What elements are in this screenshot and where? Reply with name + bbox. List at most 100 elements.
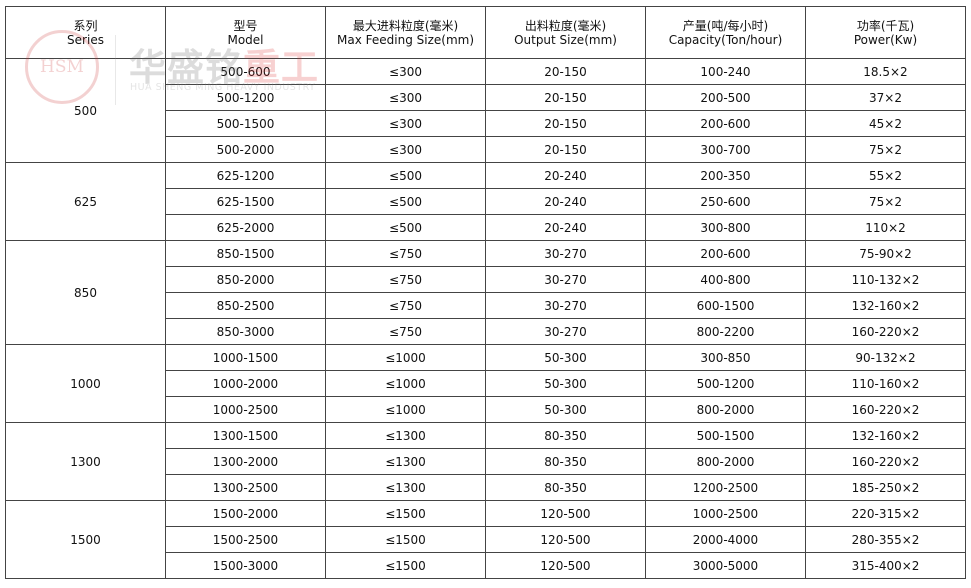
model-cell: 850-2500: [165, 292, 326, 319]
model-cell: 1500-2500: [165, 526, 326, 553]
power-cell: 160-220×2: [805, 396, 966, 423]
power-cell: 90-132×2: [805, 344, 966, 371]
capacity-cell: 1200-2500: [645, 474, 806, 501]
output-size-cell: 20-150: [485, 58, 646, 85]
table-row: 500-2000 ≤300 20-150 300-700 75×2: [6, 136, 966, 163]
header-cn: 产量(吨/每小时): [682, 18, 769, 33]
table-row: 1500-3000 ≤1500 120-500 3000-5000 315-400×2: [6, 552, 966, 579]
capacity-cell: 200-500: [645, 84, 806, 111]
capacity-cell: 400-800: [645, 266, 806, 293]
capacity-cell: 800-2200: [645, 318, 806, 345]
output-size-cell: 50-300: [485, 370, 646, 397]
power-cell: 110-132×2: [805, 266, 966, 293]
model-cell: 1300-1500: [165, 422, 326, 449]
output-size-cell: 20-150: [485, 136, 646, 163]
series-cell: 625: [5, 162, 166, 241]
model-cell: 1000-2500: [165, 396, 326, 423]
max-feeding-size-cell: ≤1500: [325, 526, 486, 553]
model-cell: 500-2000: [165, 136, 326, 163]
table-row: 500-1500 ≤300 20-150 200-600 45×2: [6, 110, 966, 137]
table-row: 850-2000 ≤750 30-270 400-800 110-132×2: [6, 266, 966, 293]
capacity-cell: 100-240: [645, 58, 806, 85]
model-cell: 1300-2500: [165, 474, 326, 501]
max-feeding-size-cell: ≤300: [325, 136, 486, 163]
header-en: Power(Kw): [853, 32, 918, 47]
table-row: 1500 1500-2000 ≤1500 120-500 1000-2500 220-31…: [5, 500, 966, 579]
output-size-cell: 30-270: [485, 240, 646, 267]
power-cell: 220-315×2: [805, 500, 966, 527]
series-cell: 500: [5, 58, 166, 163]
model-cell: 1300-2000: [165, 448, 326, 475]
table-row: 625-1500 ≤500 20-240 250-600 75×2: [6, 188, 966, 215]
max-feeding-size-cell: ≤1500: [325, 552, 486, 579]
model-cell: 500-600: [165, 58, 326, 85]
table-row: 1000-2500 ≤1000 50-300 800-2000 160-220×2: [6, 396, 966, 423]
power-cell: 55×2: [805, 162, 966, 189]
power-cell: 132-160×2: [805, 422, 966, 449]
header-max-feeding-size: 最大进料粒度(毫米) Max Feeding Size(mm): [325, 6, 486, 59]
table-row: 1300 1300-1500 ≤1300 80-350 500-1500 132-160×…: [5, 422, 966, 501]
header-series: 系列 Series: [5, 6, 166, 59]
power-cell: 185-250×2: [805, 474, 966, 501]
capacity-cell: 250-600: [645, 188, 806, 215]
output-size-cell: 20-150: [485, 84, 646, 111]
capacity-cell: 200-600: [645, 240, 806, 267]
capacity-cell: 600-1500: [645, 292, 806, 319]
header-cn: 出料粒度(毫米): [524, 18, 607, 33]
max-feeding-size-cell: ≤1500: [325, 500, 486, 527]
header-cn: 系列: [73, 18, 98, 33]
max-feeding-size-cell: ≤1000: [325, 344, 486, 371]
output-size-cell: 80-350: [485, 448, 646, 475]
output-size-cell: 120-500: [485, 526, 646, 553]
capacity-cell: 300-800: [645, 214, 806, 241]
capacity-cell: 500-1200: [645, 370, 806, 397]
series-cell: 850: [5, 240, 166, 345]
output-size-cell: 120-500: [485, 552, 646, 579]
power-cell: 160-220×2: [805, 448, 966, 475]
header-output-size: 出料粒度(毫米) Output Size(mm): [485, 6, 646, 59]
max-feeding-size-cell: ≤300: [325, 84, 486, 111]
max-feeding-size-cell: ≤1000: [325, 396, 486, 423]
max-feeding-size-cell: ≤1000: [325, 370, 486, 397]
power-cell: 37×2: [805, 84, 966, 111]
table-row: 850 850-1500 ≤750 30-270 200-600 75-90×2: [5, 240, 966, 345]
capacity-cell: 800-2000: [645, 448, 806, 475]
power-cell: 160-220×2: [805, 318, 966, 345]
model-cell: 625-1500: [165, 188, 326, 215]
model-cell: 625-2000: [165, 214, 326, 241]
table-row: 500 500-600 ≤300 20-150 100-240 18.5×2: [5, 58, 966, 163]
max-feeding-size-cell: ≤750: [325, 266, 486, 293]
header-power: 功率(千瓦) Power(Kw): [805, 6, 966, 59]
header-cn: 最大进料粒度(毫米): [352, 18, 459, 33]
output-size-cell: 30-270: [485, 318, 646, 345]
model-cell: 625-1200: [165, 162, 326, 189]
series-cell: 1300: [5, 422, 166, 501]
max-feeding-size-cell: ≤1300: [325, 422, 486, 449]
capacity-cell: 2000-4000: [645, 526, 806, 553]
series-cell: 1000: [5, 344, 166, 423]
power-cell: 132-160×2: [805, 292, 966, 319]
capacity-cell: 200-350: [645, 162, 806, 189]
output-size-cell: 80-350: [485, 422, 646, 449]
header-capacity: 产量(吨/每小时) Capacity(Ton/hour): [645, 6, 806, 59]
max-feeding-size-cell: ≤750: [325, 292, 486, 319]
header-cn: 型号: [233, 18, 258, 33]
power-cell: 315-400×2: [805, 552, 966, 579]
header-en: Model: [227, 32, 264, 47]
capacity-cell: 800-2000: [645, 396, 806, 423]
table-row: 500-1200 ≤300 20-150 200-500 37×2: [6, 84, 966, 111]
header-row: 系列 Series 型号 Model 最大进料粒度(毫米) Max Feeding Siz…: [5, 6, 966, 59]
output-size-cell: 50-300: [485, 344, 646, 371]
capacity-cell: 300-700: [645, 136, 806, 163]
table-row: 625 625-1200 ≤500 20-240 200-350 55×2: [5, 162, 966, 241]
max-feeding-size-cell: ≤1300: [325, 448, 486, 475]
power-cell: 110-160×2: [805, 370, 966, 397]
table-row: 625-2000 ≤500 20-240 300-800 110×2: [6, 214, 966, 241]
capacity-cell: 500-1500: [645, 422, 806, 449]
output-size-cell: 80-350: [485, 474, 646, 501]
output-size-cell: 20-240: [485, 188, 646, 215]
output-size-cell: 20-240: [485, 162, 646, 189]
header-en: Output Size(mm): [514, 32, 617, 47]
series-cell: 1500: [5, 500, 166, 579]
max-feeding-size-cell: ≤750: [325, 240, 486, 267]
